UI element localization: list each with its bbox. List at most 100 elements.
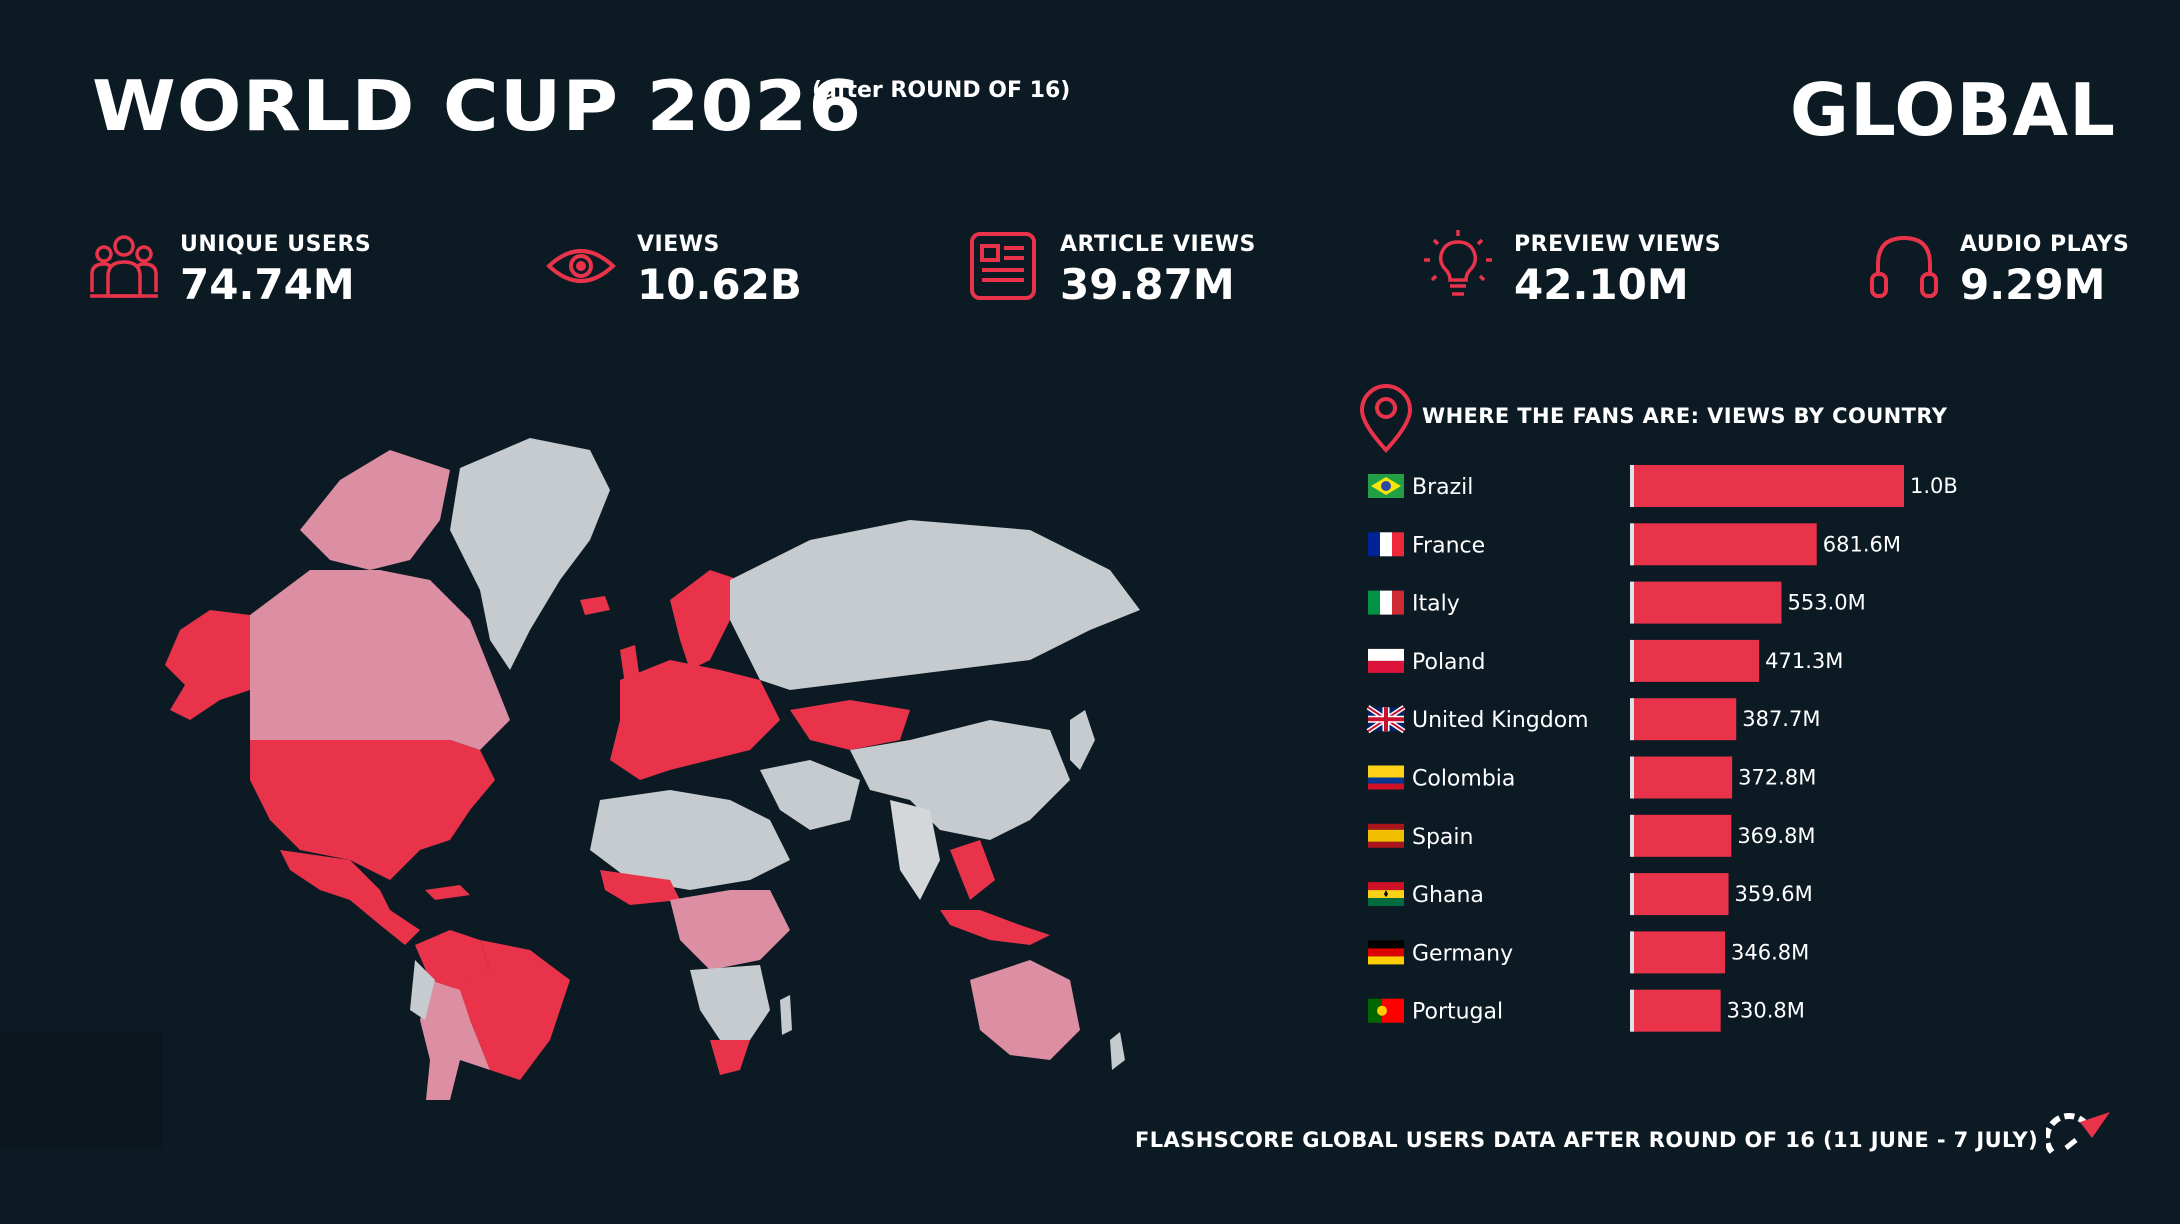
map-colombia-region — [415, 930, 490, 990]
bar — [1634, 989, 1721, 1032]
data-label: 346.8M — [1731, 940, 1809, 964]
bar-baseline — [1630, 873, 1634, 916]
corner-panel — [0, 1032, 162, 1148]
article-icon — [970, 232, 1036, 300]
map-alaska — [165, 610, 250, 720]
map-mexico — [280, 850, 420, 945]
bar-baseline — [1630, 698, 1634, 741]
category-label: United Kingdom — [1412, 708, 1589, 733]
headphones-icon — [1870, 235, 1938, 298]
bar-baseline — [1630, 639, 1634, 682]
data-label: 330.8M — [1727, 999, 1805, 1023]
kpi-label: AUDIO PLAYS — [1960, 232, 2130, 257]
bar-baseline — [1630, 814, 1634, 857]
bar-row: United Kingdom 387.7M — [1366, 698, 1820, 741]
map-asia-south — [850, 720, 1070, 840]
bar-baseline — [1630, 465, 1634, 507]
data-label: 359.6M — [1735, 882, 1813, 906]
brazil-flag-icon — [1368, 474, 1404, 498]
map-iceland — [580, 596, 610, 615]
bar — [1634, 814, 1732, 857]
bar — [1634, 873, 1729, 916]
map-russia — [730, 520, 1140, 690]
kpi-value: 42.10M — [1514, 260, 1689, 309]
poland-flag-icon — [1368, 648, 1404, 673]
data-label: 372.8M — [1738, 766, 1816, 790]
category-label: Spain — [1412, 825, 1473, 850]
bar-row: Poland 471.3M — [1368, 639, 1843, 682]
category-label: Colombia — [1412, 767, 1515, 792]
map-southeast-asia — [950, 840, 995, 900]
bar-baseline — [1630, 931, 1634, 974]
spain-flag-icon — [1368, 823, 1404, 848]
uk-flag-icon — [1366, 705, 1406, 734]
bar-baseline — [1630, 523, 1634, 566]
bar — [1634, 523, 1817, 566]
kpi-label: UNIQUE USERS — [180, 232, 372, 257]
map-europe — [610, 660, 780, 780]
bar — [1634, 756, 1733, 799]
page-subtitle: (after ROUND OF 16) — [812, 78, 1071, 103]
germany-flag-icon — [1368, 940, 1404, 965]
kpi-value: 39.87M — [1060, 260, 1235, 309]
kpi-label: ARTICLE VIEWS — [1060, 232, 1256, 257]
data-label: 471.3M — [1765, 649, 1843, 673]
bar — [1634, 698, 1737, 741]
map-indonesia — [940, 910, 1050, 945]
map-madagascar — [780, 995, 792, 1035]
bar-row: France 681.6M — [1368, 523, 1901, 566]
kpi-value: 9.29M — [1960, 260, 2106, 309]
map-south-africa — [710, 1040, 750, 1075]
eye-icon — [546, 249, 616, 283]
bar-baseline — [1630, 989, 1634, 1032]
kpi-value: 10.62B — [637, 260, 802, 309]
data-label: 681.6M — [1823, 532, 1901, 556]
italy-flag-icon — [1368, 590, 1404, 615]
bar-baseline — [1630, 581, 1634, 624]
lightbulb-icon — [1424, 230, 1492, 296]
kpi-value: 74.74M — [180, 260, 355, 309]
category-label: Poland — [1412, 650, 1485, 675]
map-kazakhstan — [790, 700, 910, 750]
bar-row: Germany 346.8M — [1368, 931, 1809, 974]
map-africa-north — [590, 790, 790, 890]
bar — [1634, 465, 1904, 507]
map-arctic-canada — [300, 450, 450, 570]
bar-row: Ghana 359.6M — [1368, 873, 1813, 916]
bar-row: Spain 369.8M — [1368, 814, 1816, 857]
map-australia — [970, 960, 1080, 1060]
france-flag-icon — [1368, 532, 1404, 557]
bar-row: Brazil 1.0B — [1368, 465, 1958, 507]
map-uk — [620, 645, 640, 685]
category-label: Brazil — [1412, 475, 1473, 500]
bar — [1634, 931, 1726, 974]
bar-baseline — [1630, 756, 1634, 799]
location-pin-icon — [1359, 384, 1413, 453]
map-usa — [250, 740, 495, 880]
map-canada — [250, 570, 510, 750]
data-label: 369.8M — [1737, 824, 1815, 848]
data-label: 387.7M — [1742, 707, 1820, 731]
category-label: Italy — [1412, 592, 1460, 617]
map-greenland — [450, 438, 610, 670]
category-label: Portugal — [1412, 1000, 1503, 1025]
region-label: GLOBAL — [1789, 68, 2116, 152]
bar — [1634, 581, 1782, 624]
map-scandinavia — [670, 570, 740, 670]
category-label: Germany — [1412, 941, 1513, 966]
map-caribbean — [425, 885, 470, 900]
ghana-flag-icon — [1368, 882, 1404, 907]
map-southern-africa — [690, 965, 770, 1040]
kpi-label: VIEWS — [637, 232, 720, 257]
map-japan — [1070, 710, 1095, 770]
category-label: Ghana — [1412, 883, 1484, 908]
portugal-flag-icon — [1368, 998, 1404, 1023]
data-label: 1.0B — [1910, 474, 1958, 498]
flashscore-logo-icon — [2046, 1112, 2110, 1154]
bar-row: Italy 553.0M — [1368, 581, 1866, 624]
page-title: WORLD CUP 2026 — [92, 64, 863, 147]
category-label: France — [1412, 533, 1485, 558]
kpi-label: PREVIEW VIEWS — [1514, 232, 1722, 257]
map-central-africa — [670, 890, 790, 970]
